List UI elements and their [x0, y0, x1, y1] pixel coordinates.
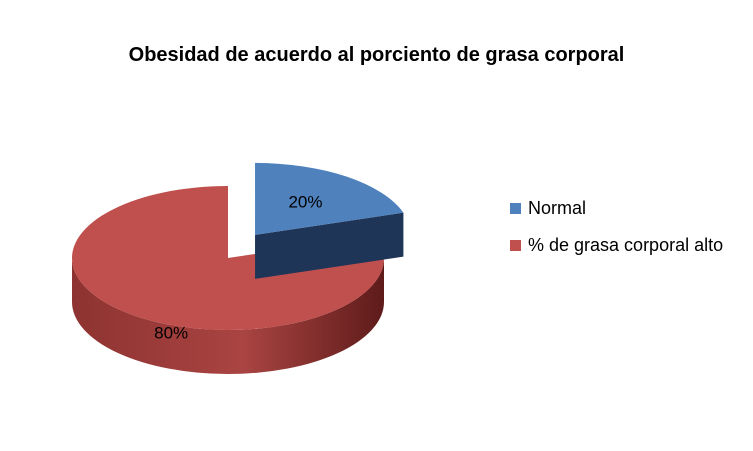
slice-normal-top	[255, 162, 404, 235]
legend-label: Normal	[528, 197, 587, 218]
legend-swatch	[510, 239, 521, 251]
slice-normal-label: 20%	[288, 192, 322, 211]
slice-alto-label: 80%	[154, 324, 188, 343]
chart-title: Obesidad de acuerdo al porciento de gras…	[128, 44, 625, 66]
legend: Normal % de grasa corporal alto	[510, 196, 723, 270]
slice-normal-cut-face	[255, 212, 404, 279]
slice-alto-top	[72, 186, 385, 330]
legend-item: % de grasa corporal alto	[510, 233, 723, 257]
legend-item: Normal	[510, 196, 723, 220]
legend-label: % de grasa corporal alto	[528, 234, 724, 255]
legend-swatch	[510, 202, 521, 214]
slice-alto-side	[72, 258, 384, 374]
